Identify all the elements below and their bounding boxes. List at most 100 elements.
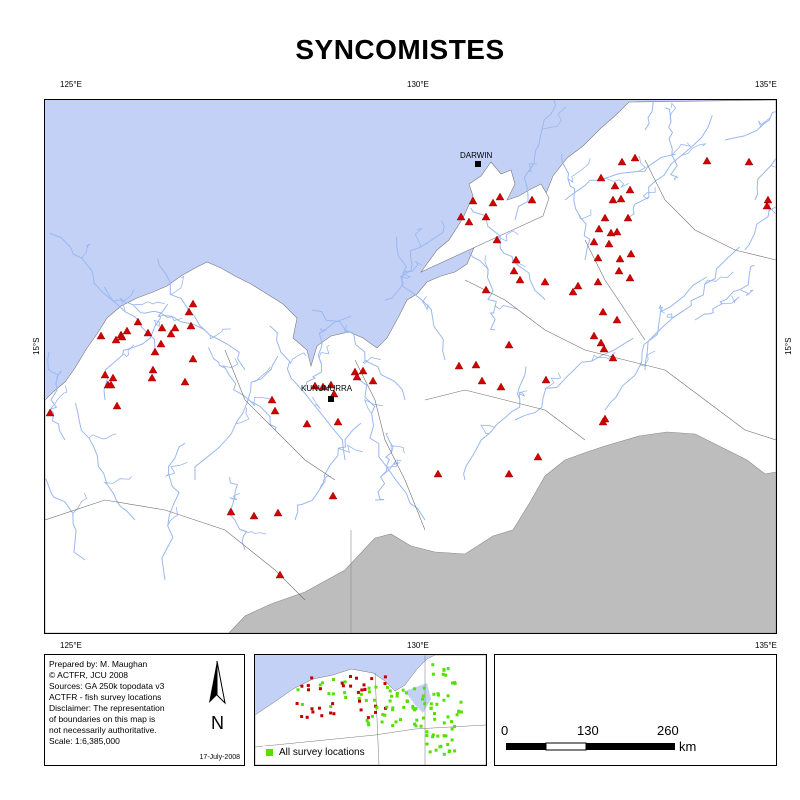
- inset-survey-point: [360, 688, 364, 692]
- survey-markers: [45, 153, 773, 579]
- lon-tick-bottom-125: 125°E: [60, 641, 82, 650]
- survey-site-marker: [608, 195, 618, 204]
- survey-site-marker: [492, 235, 502, 244]
- inset-survey-point: [453, 749, 457, 753]
- credits-text: Prepared by: M. Maughan © ACTFR, JCU 200…: [49, 659, 189, 747]
- river-branch: [103, 476, 133, 485]
- inset-survey-point: [431, 733, 435, 737]
- map-canvas: DARWIN KUNUNURRA: [45, 100, 776, 633]
- inset-survey-point: [450, 720, 454, 724]
- survey-site-marker: [527, 195, 537, 204]
- inset-survey-point: [431, 735, 435, 739]
- river-branch: [380, 460, 401, 478]
- main-map[interactable]: DARWIN KUNUNURRA: [44, 99, 777, 634]
- river: [744, 206, 776, 251]
- survey-site-marker: [468, 196, 478, 205]
- survey-site-marker: [111, 335, 121, 344]
- inset-survey-point: [423, 702, 427, 706]
- inset-survey-point: [422, 686, 426, 690]
- survey-site-marker: [150, 347, 160, 356]
- river: [564, 153, 676, 201]
- river: [724, 110, 776, 141]
- survey-site-marker: [626, 249, 636, 258]
- survey-site-marker: [249, 511, 259, 520]
- survey-site-marker: [143, 328, 153, 337]
- survey-site-marker: [310, 381, 320, 390]
- river-branch: [235, 407, 250, 425]
- lon-tick-bottom-135: 135°E: [755, 641, 777, 650]
- survey-site-marker: [599, 344, 609, 353]
- survey-site-marker: [744, 157, 754, 166]
- river-branch: [165, 462, 188, 477]
- scale-bar: [506, 742, 675, 751]
- north-letter: N: [211, 713, 224, 733]
- inset-survey-point: [446, 715, 450, 719]
- river: [49, 232, 156, 351]
- river: [294, 422, 362, 521]
- inset-survey-point: [431, 672, 435, 676]
- survey-site-marker: [481, 285, 491, 294]
- survey-site-marker: [598, 417, 608, 426]
- credit-line: not necessarily authoritative.: [49, 725, 157, 735]
- survey-site-marker: [156, 339, 166, 348]
- lon-tick-top-135: 135°E: [755, 80, 777, 89]
- river-branch: [414, 228, 423, 247]
- inset-survey-point: [450, 681, 454, 685]
- credit-line: of boundaries on this map is: [49, 714, 156, 724]
- inset-survey-point: [450, 738, 454, 742]
- inset-survey-point: [366, 716, 370, 720]
- inset-survey-point: [365, 718, 369, 722]
- survey-site-marker: [614, 266, 624, 275]
- survey-site-marker: [148, 365, 158, 374]
- inset-survey-point: [446, 743, 450, 746]
- river-branch: [496, 230, 519, 242]
- survey-site-marker: [617, 157, 627, 166]
- river: [468, 252, 497, 331]
- inset-survey-point: [433, 712, 436, 715]
- survey-site-marker: [623, 213, 633, 222]
- survey-site-marker: [540, 277, 550, 286]
- info-panel: Prepared by: M. Maughan © ACTFR, JCU 200…: [44, 654, 245, 766]
- river-branch: [605, 177, 630, 188]
- river: [269, 325, 346, 461]
- river-branch: [120, 288, 135, 312]
- inset-survey-point: [394, 720, 398, 724]
- survey-site-marker: [100, 370, 110, 379]
- river: [103, 286, 206, 331]
- inset-survey-points: [295, 663, 463, 756]
- survey-site-marker: [702, 156, 712, 165]
- inset-survey-point: [367, 686, 371, 690]
- survey-site-marker: [496, 382, 506, 391]
- inset-survey-point: [395, 694, 399, 698]
- inset-survey-point: [406, 700, 410, 704]
- river-branch: [250, 396, 271, 407]
- scale-bar-panel: 0 130 260 km: [494, 654, 777, 766]
- inset-survey-point: [435, 702, 439, 706]
- inset-survey-point: [421, 716, 425, 720]
- survey-site-marker: [606, 228, 616, 237]
- catchment-boundary: [644, 159, 776, 261]
- survey-site-marker: [600, 213, 610, 222]
- survey-site-marker: [108, 373, 118, 382]
- inset-survey-point: [340, 681, 344, 685]
- survey-site-marker: [612, 315, 622, 324]
- inset-survey-point: [425, 742, 429, 746]
- inset-survey-point: [442, 667, 446, 671]
- inset-survey-point: [318, 706, 321, 710]
- credit-line: Prepared by: M. Maughan: [49, 659, 148, 669]
- inset-survey-point: [448, 749, 452, 753]
- inset-survey-point: [370, 677, 374, 681]
- river: [644, 100, 654, 131]
- inset-survey-point: [431, 663, 435, 667]
- survey-site-marker: [504, 340, 514, 349]
- river: [47, 351, 66, 441]
- darwin-marker: [475, 161, 481, 167]
- river: [311, 309, 406, 401]
- river-branch: [642, 187, 656, 200]
- credit-line: Sources: GA 250k topodata v3: [49, 681, 165, 691]
- inset-survey-point: [386, 685, 389, 689]
- inset-survey-point: [404, 691, 408, 695]
- river: [561, 153, 591, 261]
- survey-site-marker: [630, 153, 640, 162]
- river-branch: [55, 370, 63, 380]
